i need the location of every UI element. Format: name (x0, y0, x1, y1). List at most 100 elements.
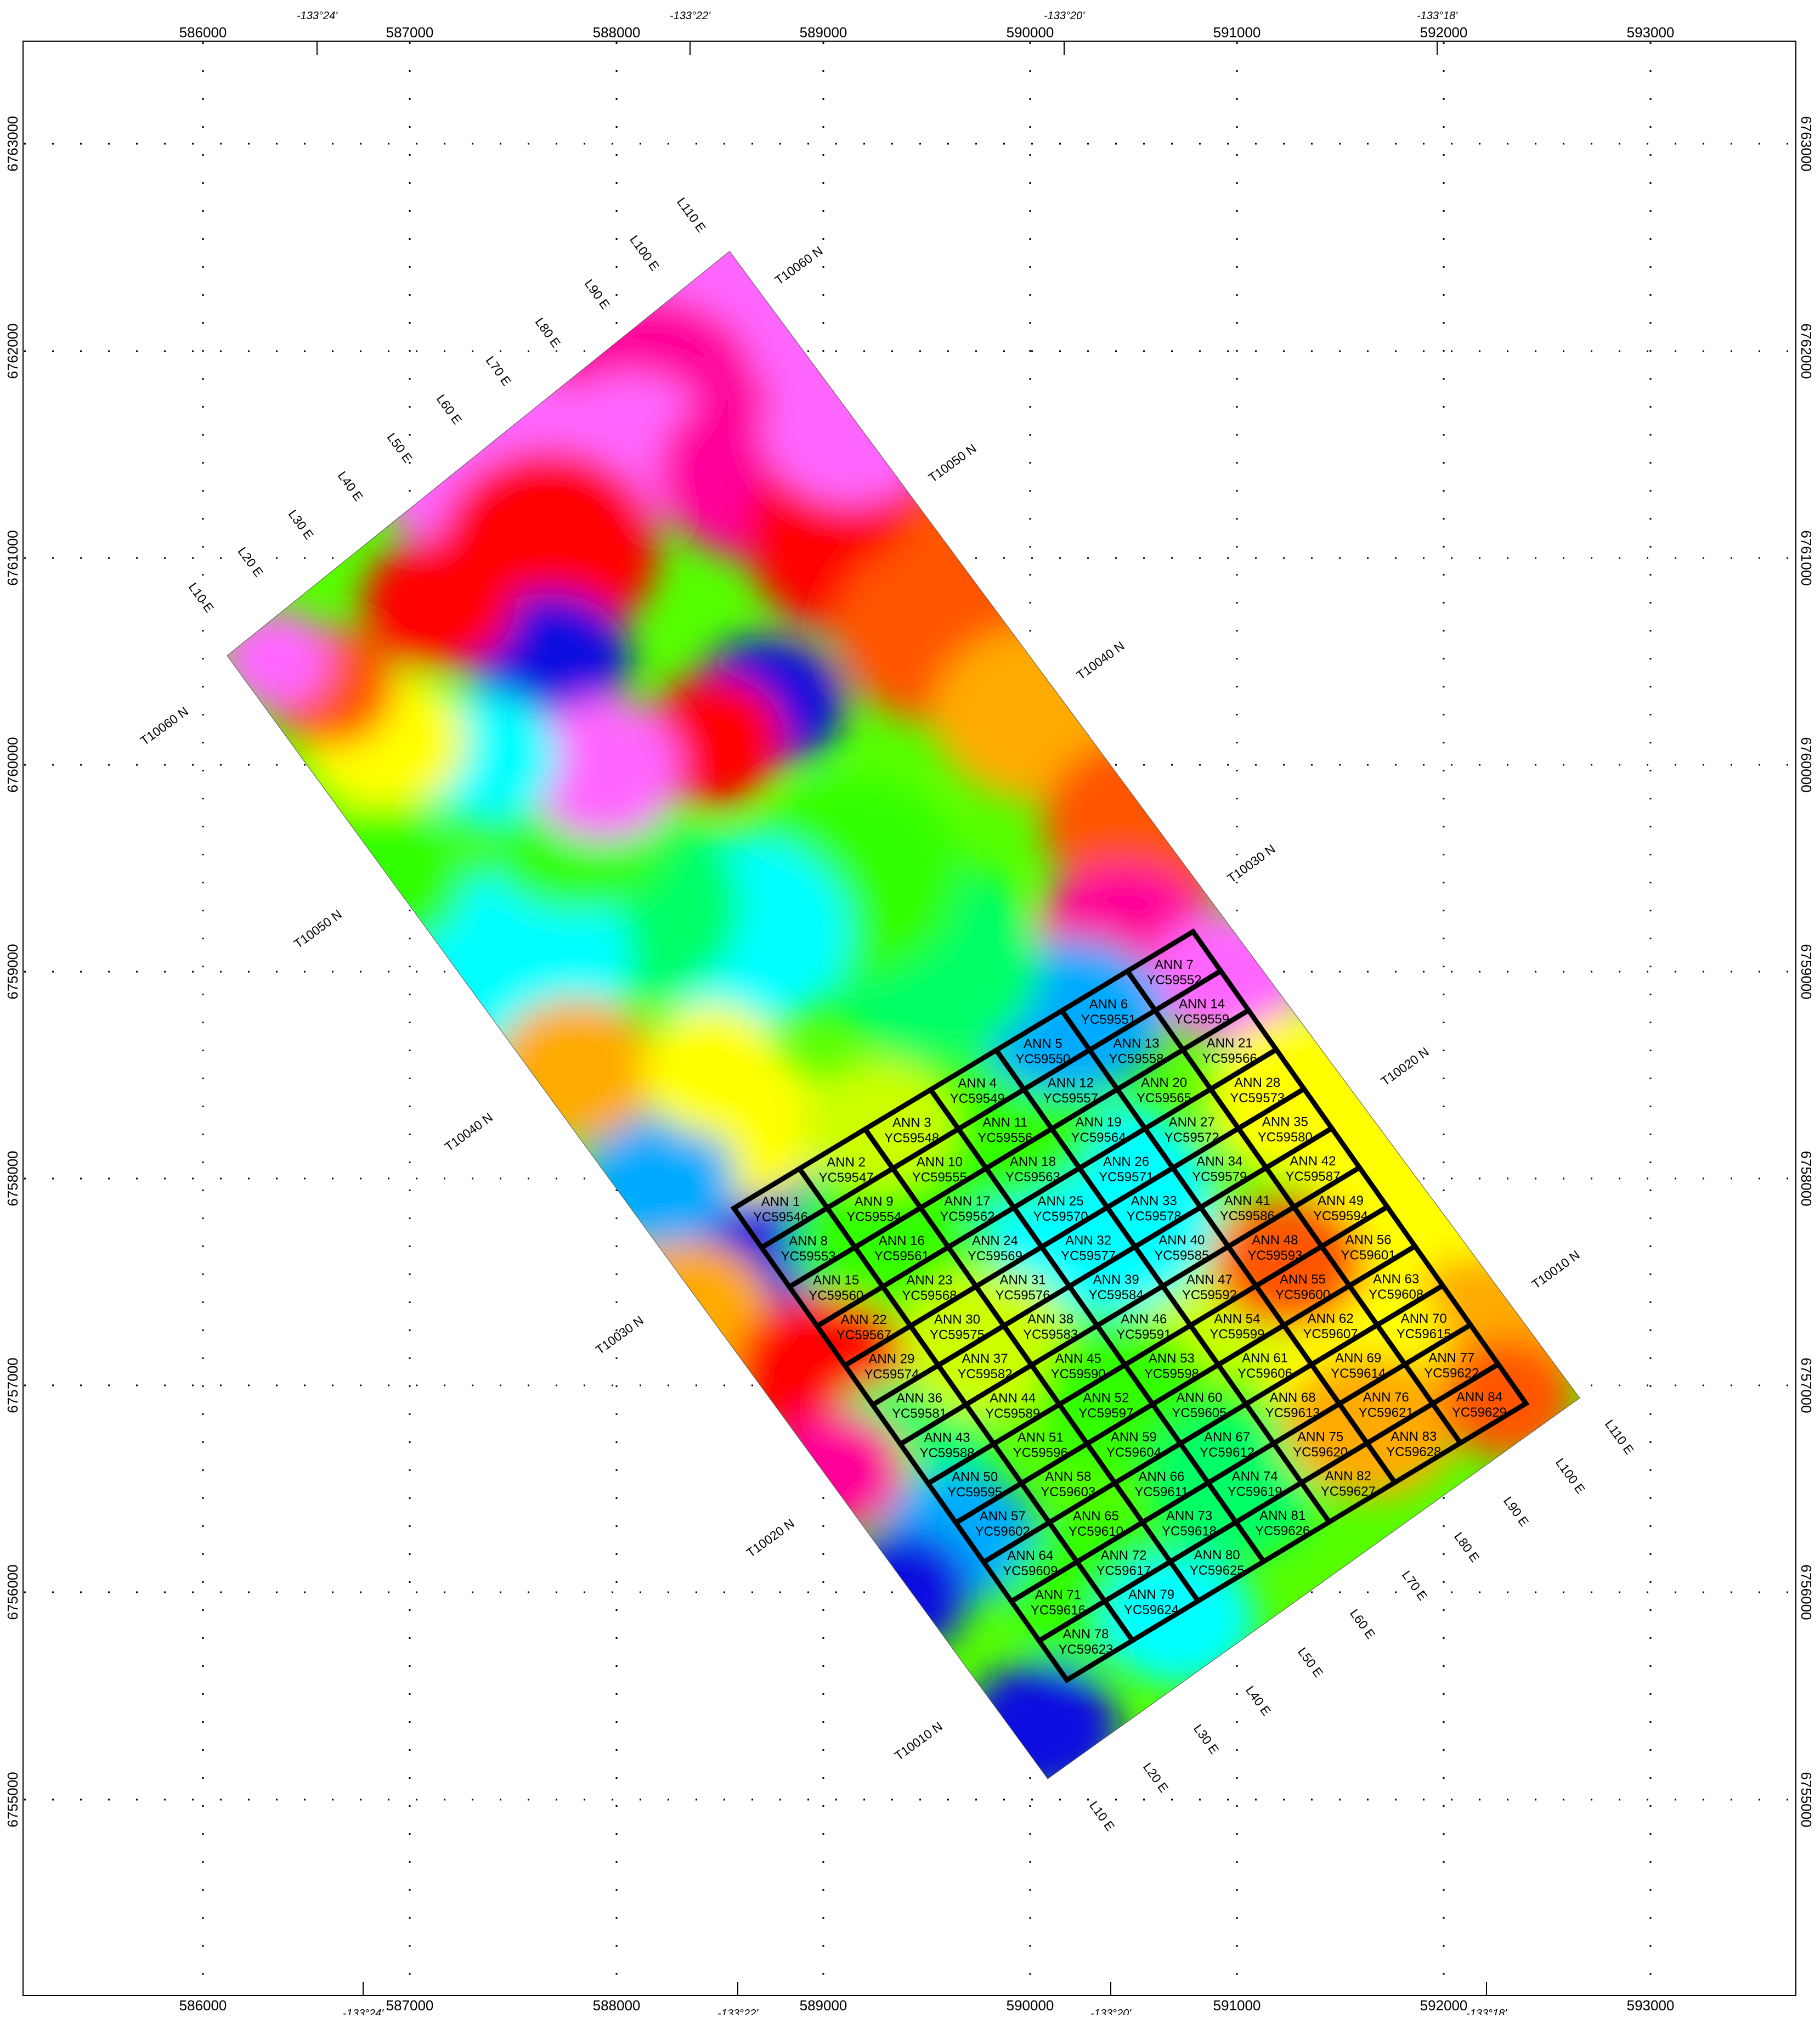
claim-id-label: YC59566 (1202, 1051, 1257, 1066)
claim-name-label: ANN 22 (841, 1312, 887, 1327)
claim-name-label: ANN 56 (1346, 1233, 1392, 1248)
claim-id-label: YC59591 (1116, 1327, 1171, 1342)
claim-id-label: YC59625 (1190, 1563, 1245, 1578)
claim-name-label: ANN 12 (1048, 1076, 1094, 1091)
claim-id-label: YC59570 (1033, 1209, 1088, 1224)
longitude-label: -133°18' (1466, 2008, 1507, 2015)
anomaly-patch (642, 1004, 784, 1136)
longitude-labels-bottom: -133°24' -133°22' -133°20' -133°18' (343, 2008, 1507, 2018)
claim-name-label: ANN 71 (1035, 1588, 1081, 1603)
easting-label: 587000 (386, 24, 434, 41)
claim-id-label: YC59609 (1003, 1564, 1058, 1579)
claim-id-label: YC59547 (819, 1170, 874, 1185)
survey-line-label: L10 E (186, 580, 217, 615)
anomaly-patch (965, 1662, 1119, 1779)
claim-name-label: ANN 51 (1018, 1430, 1064, 1445)
anomaly-patch (773, 1410, 905, 1531)
claim-name-label: ANN 72 (1100, 1548, 1146, 1563)
easting-label: 592000 (1420, 1997, 1468, 2014)
easting-label: 589000 (800, 1997, 847, 2014)
northing-label: 6763000 (1798, 116, 1815, 171)
claim-id-label: YC59554 (846, 1210, 901, 1225)
claim-name-label: ANN 35 (1262, 1115, 1308, 1130)
claim-name-label: ANN 37 (962, 1351, 1008, 1366)
claim-name-label: ANN 17 (944, 1194, 990, 1209)
longitude-label: -133°20' (1044, 10, 1085, 22)
claim-id-label: YC59571 (1099, 1170, 1154, 1185)
anomaly-patch (362, 538, 516, 669)
tie-line-label: T10030 N (1225, 842, 1278, 886)
northing-label: 6760000 (4, 737, 21, 792)
claim-name-label: ANN 44 (990, 1391, 1036, 1406)
claim-name-label: ANN 29 (868, 1352, 914, 1367)
claim-id-label: YC59578 (1127, 1209, 1182, 1224)
claim-id-label: YC59581 (892, 1406, 947, 1421)
survey-line-label: L90 E (582, 277, 613, 312)
claim-id-label: YC59580 (1258, 1130, 1313, 1145)
claim-id-label: YC59595 (947, 1485, 1002, 1500)
longitude-label: -133°22' (717, 2008, 759, 2015)
claim-name-label: ANN 54 (1214, 1312, 1260, 1327)
claim-id-label: YC59613 (1265, 1406, 1320, 1421)
anomaly-patch (900, 472, 1075, 625)
claim-name-label: ANN 59 (1111, 1430, 1157, 1445)
claim-id-label: YC59627 (1321, 1484, 1376, 1499)
claim-name-label: ANN 57 (980, 1509, 1026, 1524)
survey-line-label: L110 E (1602, 1417, 1637, 1457)
claim-name-label: ANN 36 (896, 1391, 942, 1406)
claim-id-label: YC59612 (1200, 1445, 1254, 1460)
claim-id-label: YC59559 (1174, 1012, 1229, 1027)
claim-name-label: ANN 65 (1073, 1509, 1119, 1524)
claim-id-label: YC59611 (1134, 1485, 1188, 1500)
survey-line-label: L50 E (385, 430, 415, 465)
claim-name-label: ANN 34 (1196, 1154, 1242, 1169)
claim-name-label: ANN 1 (761, 1194, 800, 1209)
claim-name-label: ANN 18 (1010, 1154, 1056, 1169)
claim-id-label: YC59593 (1247, 1248, 1302, 1263)
claim-name-label: ANN 13 (1113, 1036, 1159, 1051)
claim-name-label: ANN 32 (1065, 1233, 1111, 1248)
northing-label: 6757000 (4, 1357, 21, 1413)
claim-id-label: YC59564 (1071, 1130, 1126, 1145)
northing-label: 6761000 (4, 530, 21, 585)
survey-area (227, 251, 1580, 1779)
claim-name-label: ANN 64 (1007, 1548, 1053, 1563)
northing-labels-right: 6763000 6762000 6761000 6760000 6759000 … (1798, 116, 1815, 1827)
easting-label: 586000 (179, 1997, 227, 2014)
easting-label: 593000 (1627, 24, 1675, 41)
survey-line-label: L100 E (1553, 1456, 1588, 1496)
claim-name-label: ANN 67 (1204, 1430, 1250, 1445)
tie-line-label: T10020 N (744, 1516, 797, 1560)
survey-line-label: L60 E (434, 392, 465, 427)
claim-id-label: YC59585 (1154, 1248, 1209, 1263)
claim-name-label: ANN 80 (1194, 1548, 1240, 1563)
claim-name-label: ANN 25 (1038, 1194, 1084, 1209)
claim-name-label: ANN 47 (1186, 1272, 1233, 1287)
longitude-label: -133°22' (670, 10, 711, 22)
easting-label: 587000 (386, 1997, 434, 2014)
northing-label: 6756000 (1798, 1564, 1815, 1620)
claim-id-label: YC59586 (1220, 1209, 1275, 1224)
claim-id-label: YC59549 (950, 1091, 1005, 1106)
northing-label: 6763000 (4, 116, 21, 171)
survey-line-label: L30 E (1191, 1722, 1222, 1757)
easting-label: 593000 (1627, 1997, 1675, 2014)
claim-name-label: ANN 52 (1083, 1391, 1129, 1406)
claim-id-label: YC59565 (1137, 1091, 1191, 1106)
claim-name-label: ANN 7 (1155, 957, 1194, 972)
claim-id-label: YC59574 (864, 1367, 919, 1382)
claim-name-label: ANN 14 (1179, 997, 1225, 1012)
claim-name-label: ANN 6 (1089, 997, 1128, 1012)
claim-id-label: YC59546 (753, 1210, 808, 1225)
claim-id-label: YC59623 (1058, 1642, 1113, 1657)
northing-label: 6760000 (1798, 737, 1815, 792)
claim-id-label: YC59590 (1051, 1367, 1106, 1382)
claim-name-label: ANN 68 (1270, 1390, 1316, 1405)
survey-line-label: L50 E (1295, 1645, 1326, 1680)
claim-name-label: ANN 39 (1093, 1272, 1139, 1287)
claim-id-label: YC59619 (1228, 1485, 1282, 1500)
claim-name-label: ANN 33 (1131, 1194, 1177, 1209)
claim-id-label: YC59555 (912, 1170, 967, 1185)
claim-id-label: YC59560 (809, 1288, 863, 1303)
tie-line-label: T10010 N (892, 1719, 945, 1763)
